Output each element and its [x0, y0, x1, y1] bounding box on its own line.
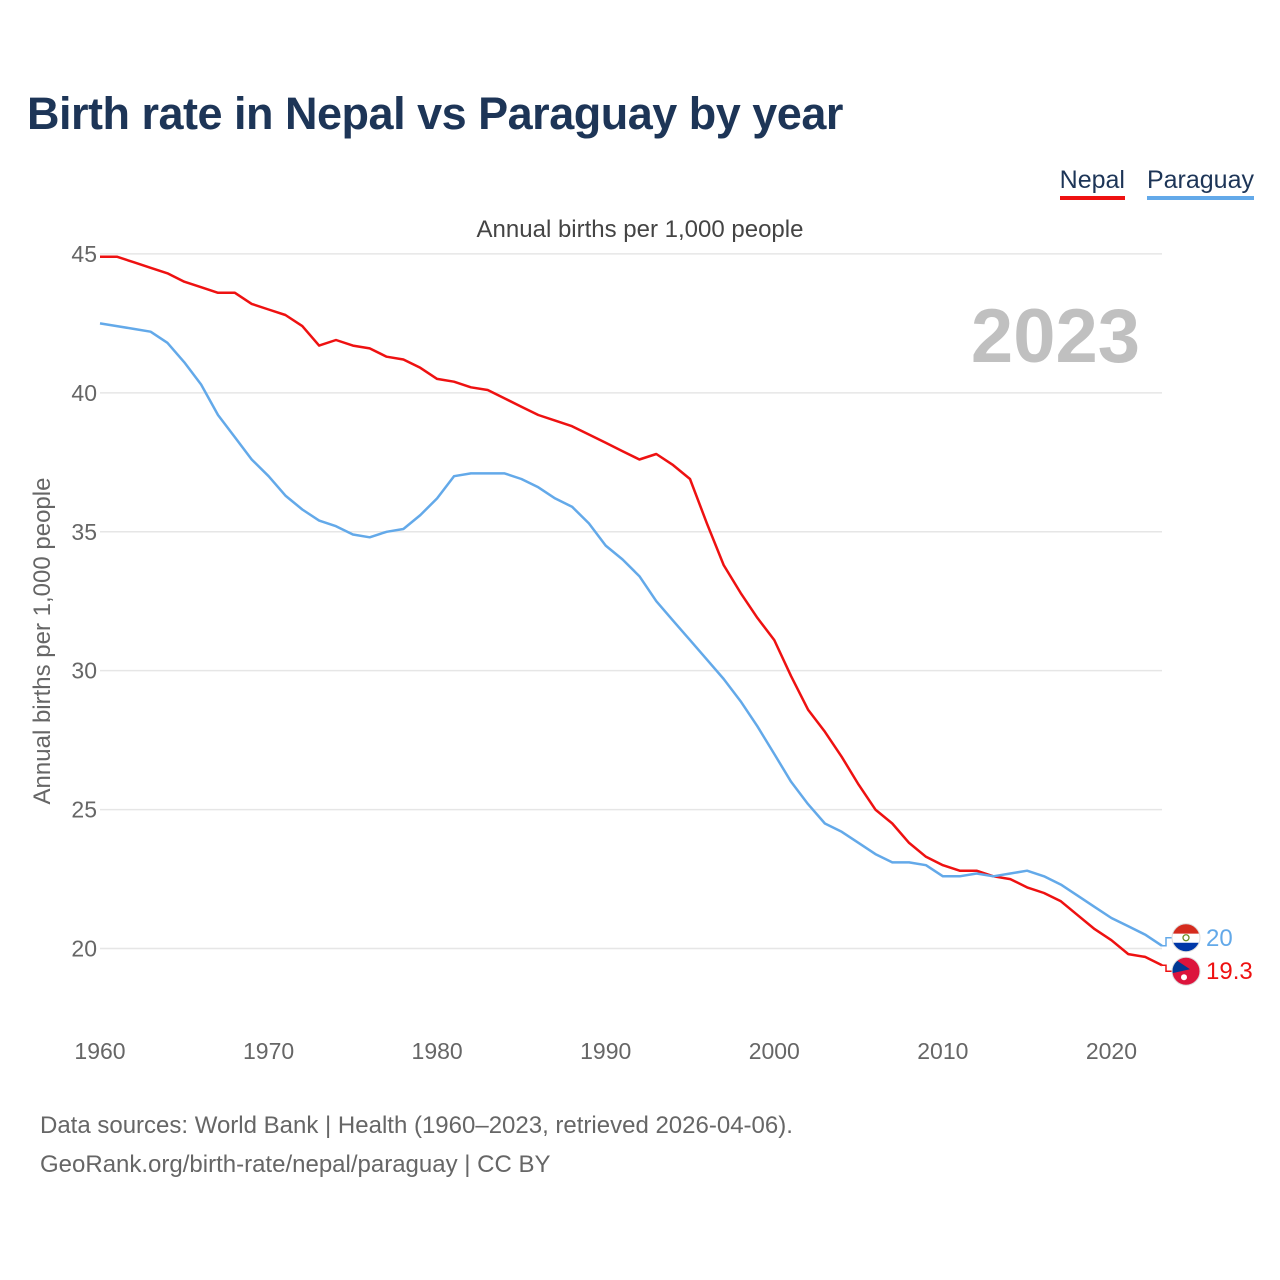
legend: Nepal Paraguay: [1059, 166, 1254, 200]
x-axis-ticks: 1960 1970 1980 1990 2000 2010 2020: [74, 1038, 1137, 1064]
connector-nepal: [1162, 964, 1172, 972]
y-tick-label-20: 20: [71, 936, 97, 962]
source-note: Data sources: World Bank | Health (1960–…: [40, 1106, 793, 1184]
source-url[interactable]: GeoRank.org/birth-rate/nepal/paraguay | …: [40, 1151, 551, 1178]
year-label: 2023: [971, 294, 1140, 379]
end-value-label-paraguay: 20: [1206, 925, 1233, 952]
end-markers: 19.3 20: [1162, 923, 1253, 986]
series-line-paraguay: [99, 322, 1163, 947]
source-line: Data sources: World Bank | Health (1960–…: [40, 1112, 793, 1139]
chart-title: Birth rate in Nepal vs Paraguay by year: [27, 88, 843, 139]
series-layer: [99, 255, 1163, 967]
x-tick-label-1980: 1980: [412, 1038, 463, 1064]
connector-paraguay: [1162, 937, 1172, 947]
y-tick-label-35: 35: [71, 519, 97, 545]
x-tick-label-1970: 1970: [243, 1038, 294, 1064]
flag-paraguay-icon: [1171, 923, 1201, 953]
grid-lines: [100, 253, 1162, 950]
legend-item-paraguay[interactable]: Paraguay: [1146, 166, 1254, 200]
y-tick-label-40: 40: [71, 380, 97, 406]
legend-item-nepal[interactable]: Nepal: [1059, 166, 1125, 200]
end-value-label-nepal: 19.3: [1206, 958, 1253, 985]
series-line-nepal: [100, 255, 1163, 967]
x-tick-label-2000: 2000: [749, 1038, 800, 1064]
flag-nepal-icon: [1171, 956, 1201, 986]
y-tick-label-25: 25: [71, 797, 97, 823]
chart-subtitle: Annual births per 1,000 people: [476, 216, 804, 243]
x-tick-label-2010: 2010: [917, 1038, 968, 1064]
y-axis-title: Annual births per 1,000 people: [29, 478, 56, 805]
y-axis-ticks: 20 25 30 35 40 45: [71, 241, 97, 962]
x-tick-label-1960: 1960: [74, 1038, 125, 1064]
x-tick-label-1990: 1990: [580, 1038, 631, 1064]
x-tick-label-2020: 2020: [1086, 1038, 1137, 1064]
y-tick-label-30: 30: [71, 658, 97, 684]
y-tick-label-45: 45: [71, 241, 97, 267]
